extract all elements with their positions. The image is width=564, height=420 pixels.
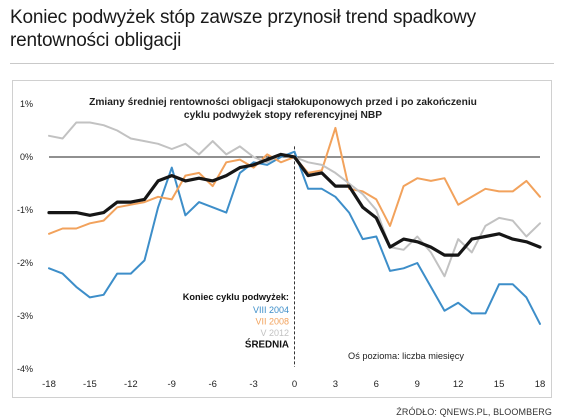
x-tick-label: -6 [208, 379, 216, 390]
source-credit: ŹRÓDŁO: QNEWS.PL, BLOOMBERG [396, 407, 552, 417]
x-tick-labels: -18 -15 -12 -9 -6 -3 0 3 6 9 12 15 18 [42, 379, 545, 390]
series-lines [47, 121, 542, 325]
series-line-viii-2004 [48, 150, 541, 325]
legend-entry-v-2012: V 2012 [260, 328, 289, 338]
y-tick-label: -2% [17, 258, 33, 268]
y-tick-label: -4% [17, 364, 33, 374]
x-tick-label: 3 [333, 379, 338, 390]
headline: Koniec podwyżek stóp zawsze przynosił tr… [10, 7, 476, 51]
x-axis-label: Oś pozioma: liczba miesięcy [348, 351, 464, 361]
chart: Zmiany średniej rentowności obligacji st… [17, 97, 545, 390]
x-tick-label: -18 [42, 379, 56, 390]
y-tick-label: 1% [20, 99, 33, 109]
chart-frame: Zmiany średniej rentowności obligacji st… [12, 80, 552, 398]
x-tick-label: 9 [415, 379, 420, 390]
series-line-średnia [47, 152, 542, 257]
x-tick-label: 6 [374, 379, 379, 390]
y-tick-labels: 1% 0% -1% -2% -3% -4% [17, 99, 33, 374]
legend: Koniec cyklu podwyżek: VIII 2004 VII 2008V… [183, 292, 289, 351]
legend-entry-vii-2008: VII 2008 [255, 317, 289, 327]
x-tick-label: -12 [124, 379, 138, 390]
headline-divider [10, 63, 554, 64]
legend-title: Koniec cyklu podwyżek: [183, 292, 289, 302]
y-tick-label: 0% [20, 152, 33, 162]
y-tick-label: -1% [17, 205, 33, 215]
x-tick-label: 18 [535, 379, 546, 390]
x-tick-label: -15 [83, 379, 97, 390]
x-tick-label: -9 [168, 379, 176, 390]
legend-entry-średnia: ŚREDNIA [245, 339, 289, 351]
x-tick-label: 12 [453, 379, 464, 390]
chart-title-line: Zmiany średniej rentowności obligacji st… [89, 97, 477, 108]
x-tick-label: -3 [249, 379, 257, 390]
legend-entry-viii-2004: VIII 2004 [253, 305, 289, 315]
chart-title: Zmiany średniej rentowności obligacji st… [89, 97, 477, 121]
chart-title-line: cyklu podwyżek stopy referencyjnej NBP [184, 110, 382, 121]
x-tick-label: 0 [292, 379, 297, 390]
x-tick-label: 15 [494, 379, 505, 390]
y-tick-label: -3% [17, 311, 33, 321]
